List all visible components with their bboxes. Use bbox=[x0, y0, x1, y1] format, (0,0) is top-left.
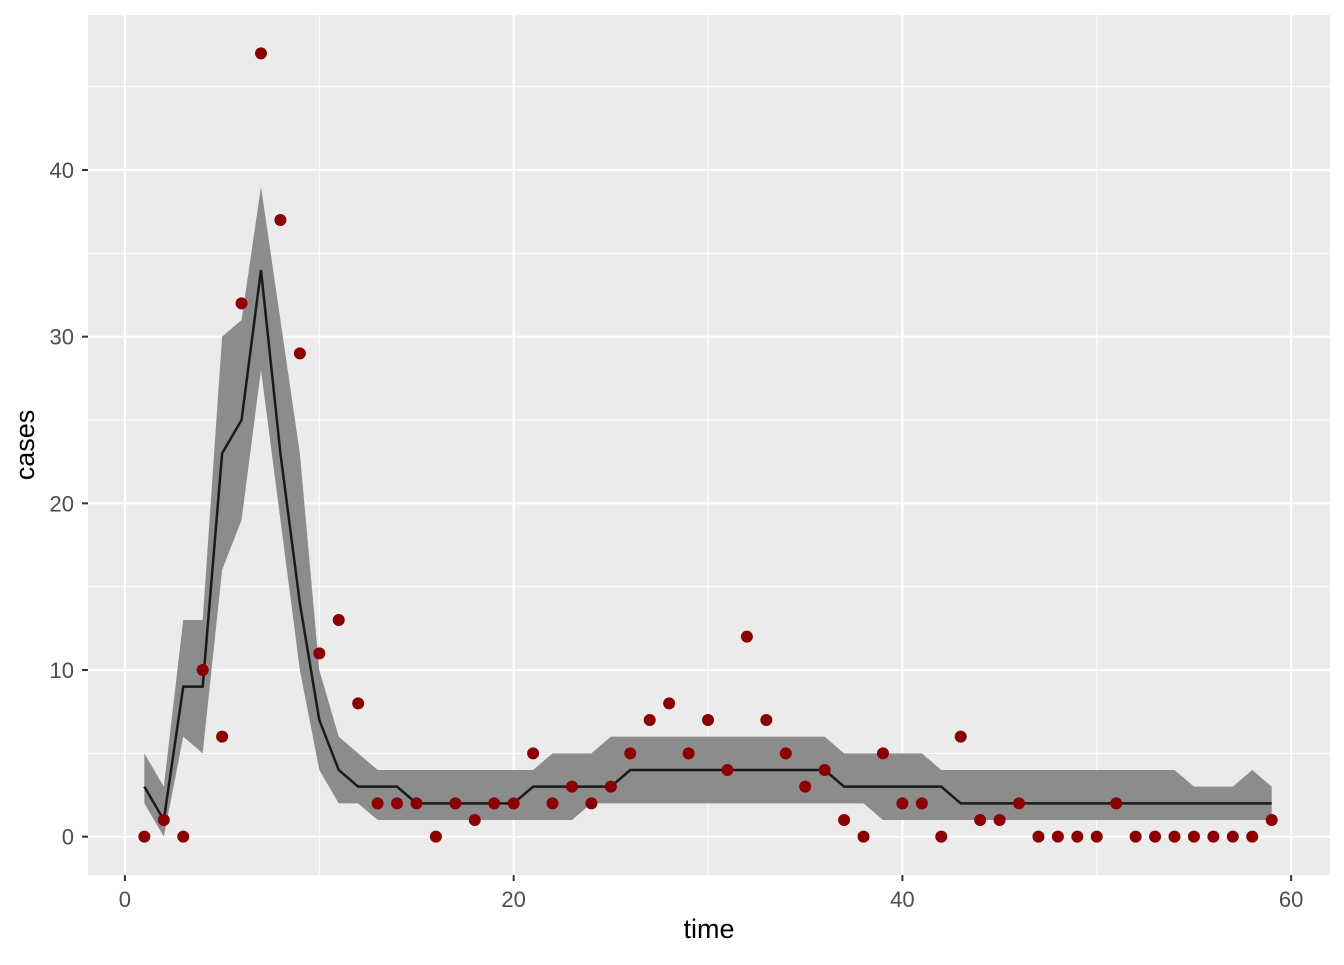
grid bbox=[88, 15, 1330, 875]
point bbox=[313, 647, 326, 660]
point bbox=[196, 664, 209, 676]
x-tick-label: 40 bbox=[890, 887, 914, 912]
point bbox=[1110, 797, 1123, 810]
point bbox=[138, 830, 151, 843]
axes: 0 20 40 60 0 10 20 30 40 bbox=[50, 158, 1304, 912]
point bbox=[449, 797, 462, 810]
point bbox=[1226, 830, 1239, 843]
point bbox=[721, 764, 734, 776]
x-tick-label: 60 bbox=[1279, 887, 1303, 912]
point bbox=[993, 814, 1006, 826]
point bbox=[254, 47, 267, 60]
y-tick-label: 0 bbox=[62, 825, 74, 850]
x-tick-label: 20 bbox=[501, 887, 525, 912]
point bbox=[740, 630, 753, 643]
point bbox=[702, 714, 715, 726]
point bbox=[527, 747, 540, 760]
point bbox=[896, 797, 909, 810]
point bbox=[974, 814, 987, 826]
point bbox=[216, 730, 229, 743]
point bbox=[1129, 830, 1142, 843]
point bbox=[838, 814, 851, 826]
point bbox=[293, 347, 306, 360]
point bbox=[1013, 797, 1026, 810]
point bbox=[585, 797, 598, 810]
x-axis-title: time bbox=[683, 914, 734, 944]
y-tick-label: 20 bbox=[50, 491, 74, 516]
point bbox=[663, 697, 676, 710]
y-tick-label: 10 bbox=[50, 658, 74, 683]
point bbox=[1246, 830, 1259, 843]
y-axis-title: cases bbox=[10, 410, 40, 481]
point bbox=[954, 730, 967, 743]
point bbox=[760, 714, 773, 726]
point bbox=[371, 797, 384, 810]
point bbox=[1187, 830, 1200, 843]
median-line bbox=[143, 269, 1272, 824]
point bbox=[779, 747, 792, 760]
point bbox=[429, 830, 442, 843]
point bbox=[332, 614, 345, 626]
y-tick-label: 40 bbox=[50, 158, 74, 183]
point bbox=[682, 747, 695, 760]
point bbox=[157, 814, 170, 826]
point bbox=[604, 780, 617, 793]
point bbox=[410, 797, 423, 810]
ribbon bbox=[144, 186, 1272, 837]
point bbox=[1051, 830, 1064, 843]
point bbox=[352, 697, 365, 710]
point bbox=[507, 797, 520, 810]
point bbox=[1207, 830, 1220, 843]
point bbox=[391, 797, 404, 810]
point bbox=[857, 830, 870, 843]
point bbox=[876, 747, 889, 760]
point bbox=[546, 797, 559, 810]
point bbox=[818, 764, 831, 776]
point bbox=[935, 830, 948, 843]
point bbox=[274, 214, 287, 226]
point bbox=[1090, 830, 1103, 843]
point bbox=[1149, 830, 1162, 843]
point bbox=[565, 780, 578, 793]
point bbox=[235, 297, 248, 310]
point bbox=[1071, 830, 1084, 843]
point bbox=[643, 714, 656, 726]
point bbox=[488, 797, 501, 810]
point bbox=[1032, 830, 1045, 843]
marks bbox=[138, 47, 1278, 843]
y-tick-label: 30 bbox=[50, 325, 74, 350]
point bbox=[177, 830, 190, 843]
point bbox=[1168, 830, 1181, 843]
x-tick-label: 0 bbox=[119, 887, 131, 912]
point bbox=[799, 780, 812, 793]
point bbox=[468, 814, 481, 826]
point bbox=[915, 797, 928, 810]
point bbox=[1265, 814, 1278, 826]
point bbox=[624, 747, 637, 760]
